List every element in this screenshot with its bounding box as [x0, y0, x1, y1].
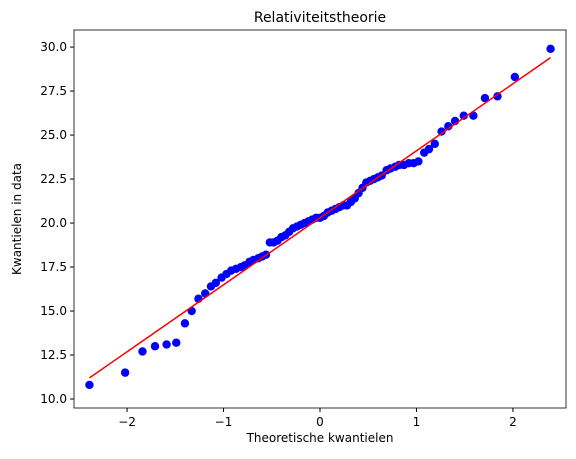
- point: [430, 139, 439, 149]
- point: [172, 338, 181, 347]
- point: [424, 144, 434, 154]
- x-tick-label: 2: [509, 415, 517, 429]
- x-tick-label: 0: [316, 415, 324, 429]
- point: [211, 278, 221, 288]
- y-tick-label: 30.0: [40, 40, 67, 54]
- y-tick-label: 27.5: [40, 84, 67, 98]
- point: [510, 72, 520, 82]
- point: [546, 44, 555, 54]
- point: [162, 340, 171, 349]
- chart-title: Relativiteitstheorie: [254, 10, 386, 26]
- point: [437, 127, 446, 136]
- y-tick-label: 17.5: [40, 260, 67, 274]
- x-axis-label: Theoretische kwantielen: [246, 431, 394, 445]
- point: [180, 319, 190, 328]
- point: [444, 122, 453, 131]
- y-tick-label: 25.0: [40, 128, 67, 142]
- y-tick-label: 15.0: [40, 304, 67, 318]
- point: [150, 342, 160, 351]
- plot-frame: [73, 29, 567, 409]
- y-tick-label: 12.5: [40, 348, 67, 362]
- point: [480, 93, 490, 103]
- x-tick-label: −1: [215, 415, 233, 429]
- y-axis-label: Kwantielen in data: [10, 163, 24, 275]
- point: [414, 157, 423, 166]
- x-tick-label: 1: [413, 415, 421, 429]
- y-tick-label: 22.5: [40, 172, 67, 186]
- point: [459, 111, 468, 120]
- point: [120, 368, 130, 377]
- point: [493, 92, 502, 101]
- point: [201, 289, 210, 298]
- x-tick-label: −2: [118, 415, 136, 429]
- y-tick-label: 20.0: [40, 216, 67, 230]
- y-tick-label: 10.0: [40, 392, 67, 406]
- point: [85, 380, 94, 390]
- point: [138, 347, 147, 356]
- fit-line: [89, 57, 551, 379]
